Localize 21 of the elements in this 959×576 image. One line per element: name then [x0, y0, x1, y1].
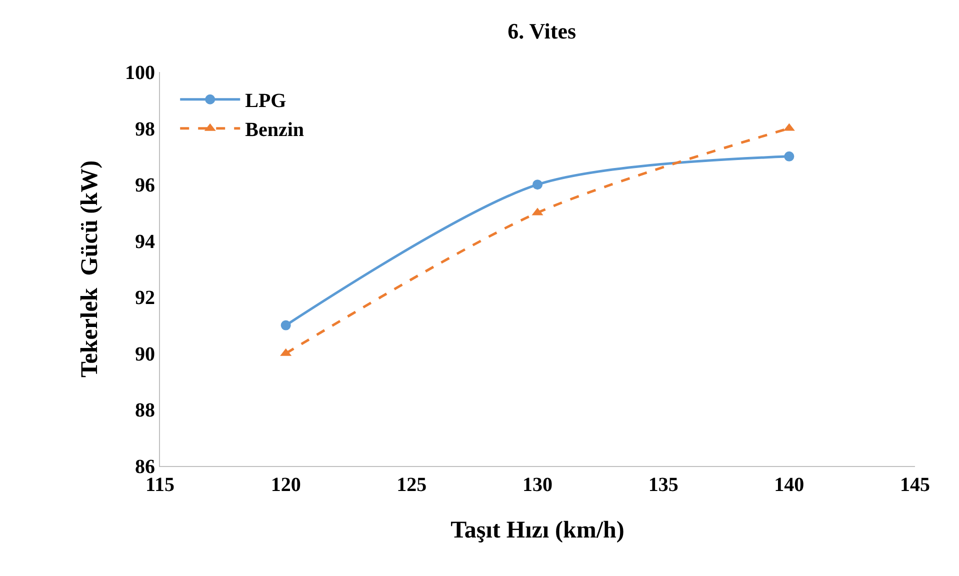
y-tick-label: 96: [135, 174, 155, 197]
legend-label: Benzin: [245, 119, 304, 142]
x-tick-label: 125: [396, 474, 427, 496]
x-tick-label: 130: [522, 474, 552, 496]
y-tick-label: 100: [125, 62, 155, 84]
point: [784, 151, 794, 162]
chart-title: 6. Vites: [508, 18, 576, 44]
x-tick-label: 120: [270, 474, 301, 496]
x-axis-title: Taşıt Hızı (km/h): [450, 517, 624, 544]
x-tick-label: 145: [900, 474, 930, 496]
y-tick-label: 90: [135, 343, 155, 366]
y-tick-label: 98: [135, 118, 155, 140]
point: [280, 320, 291, 330]
x-tick-label: 135: [648, 474, 678, 496]
y-tick-label: 88: [135, 400, 155, 422]
legend-label: LPG: [245, 90, 287, 112]
x-tick-label: 140: [774, 474, 804, 496]
y-tick-label: 94: [135, 230, 155, 253]
point: [532, 180, 542, 190]
y-axis-title: Tekerlek Gücü (kW): [77, 160, 104, 378]
y-tick-label: 92: [135, 287, 155, 310]
